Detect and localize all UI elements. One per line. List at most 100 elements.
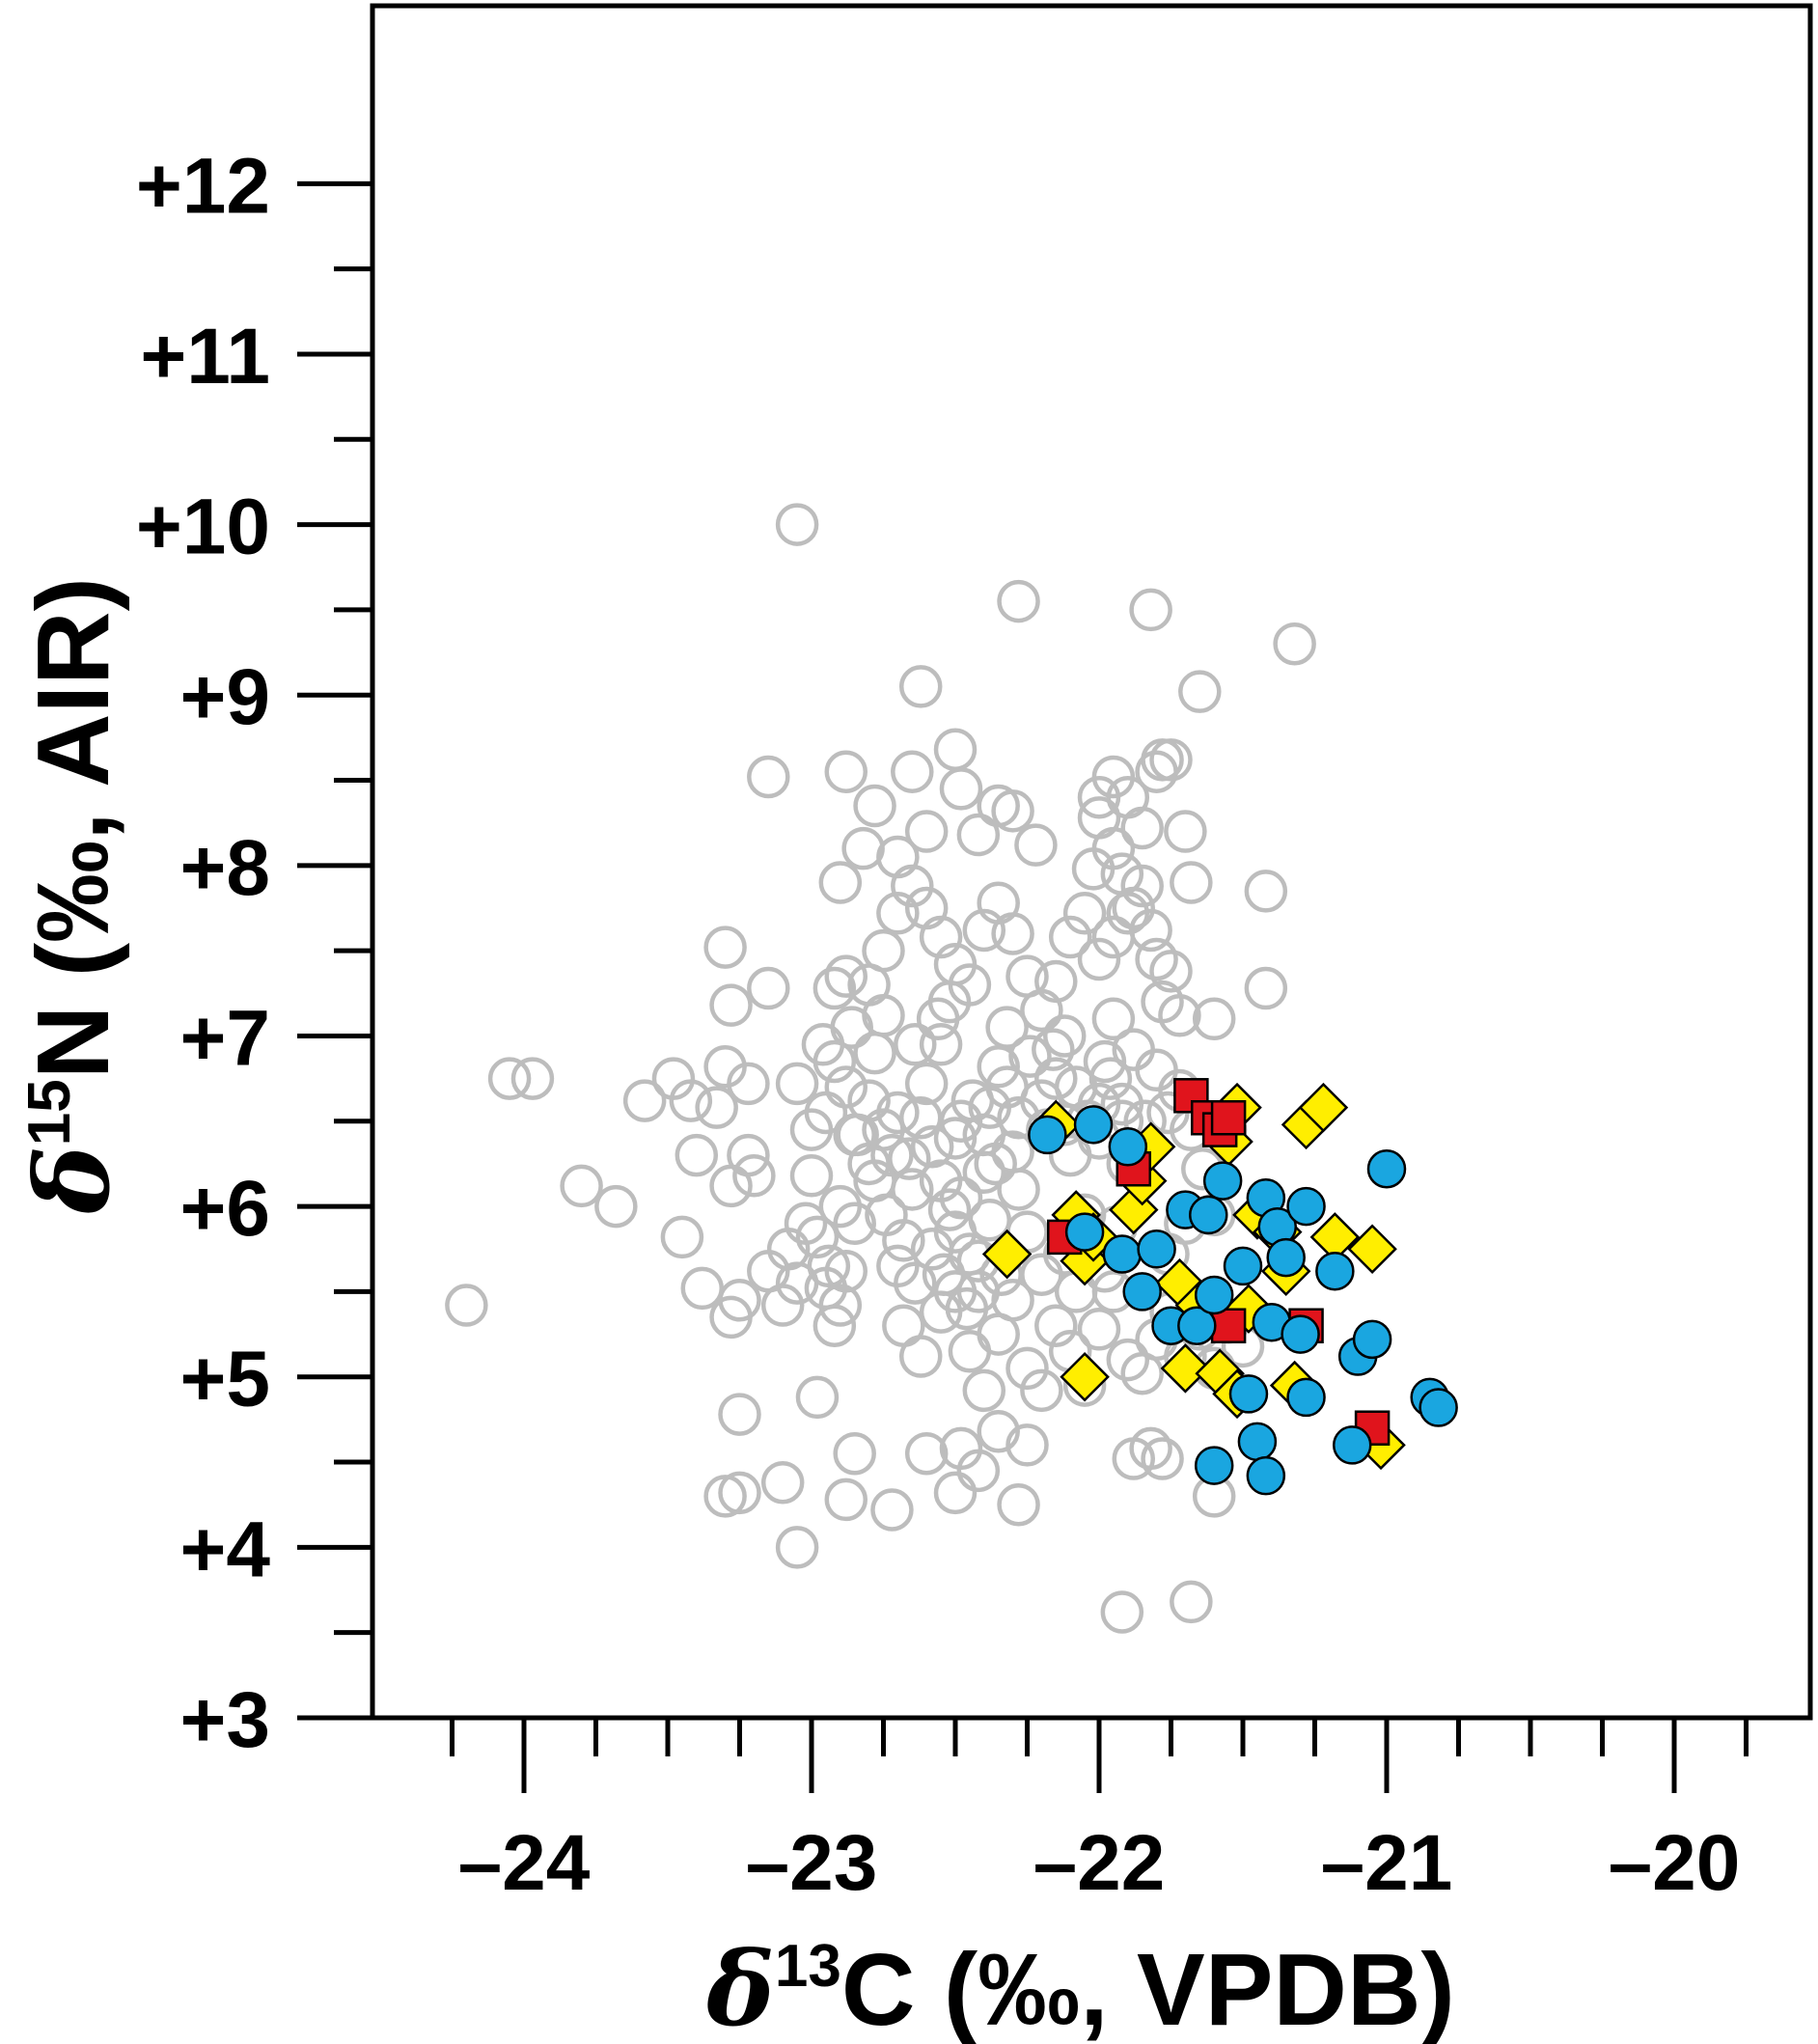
- grey-open-circle-point: [795, 1215, 840, 1259]
- grey-open-circle-point: [1106, 1338, 1150, 1382]
- grey-open-circle-point: [962, 1368, 1006, 1413]
- blue-filled-circle-point: [1237, 1422, 1278, 1462]
- grey-open-circle-point: [660, 1215, 704, 1259]
- blue-filled-circle-point: [1352, 1319, 1392, 1360]
- x-axis-title: δ13C (‰, VPDB): [705, 1928, 1455, 2044]
- grey-open-circle-point: [1091, 755, 1136, 799]
- grey-open-circle-point: [807, 1244, 851, 1288]
- grey-open-circle-point: [997, 1482, 1040, 1527]
- x-tick-label: –23: [746, 1819, 878, 1907]
- blue-filled-circle-point: [1028, 1115, 1067, 1155]
- grey-open-circle-point: [1020, 1368, 1063, 1413]
- x-tick-label: –20: [1609, 1819, 1741, 1907]
- blue-filled-circle-point: [1286, 1186, 1326, 1227]
- yellow-diamond-point: [1298, 1082, 1349, 1133]
- grey-open-circle-point: [997, 579, 1040, 623]
- y-tick-label: +12: [136, 142, 270, 230]
- grey-open-circle-point: [1091, 997, 1136, 1041]
- grey-open-circle-point: [680, 1266, 725, 1311]
- blue-filled-circle-point: [1419, 1388, 1458, 1427]
- y-tick-label: +10: [136, 483, 270, 571]
- grey-open-circle-point: [1071, 847, 1116, 891]
- grey-open-circle-point: [1192, 997, 1236, 1041]
- x-axis-title-sup: 13: [775, 1933, 841, 2000]
- grey-open-circle-point: [775, 1526, 819, 1569]
- grey-open-circle-point: [985, 1006, 1029, 1049]
- grey-open-circle-point: [1034, 959, 1078, 1004]
- grey-open-circle-point: [876, 1091, 920, 1135]
- grey-open-circle-point: [991, 1279, 1034, 1322]
- grey-open-circle-point: [824, 1249, 868, 1293]
- blue-filled-circle-point: [1366, 1148, 1407, 1189]
- grey-open-circle-point: [760, 1284, 805, 1327]
- blue-filled-circle-point: [1108, 1127, 1148, 1167]
- y-axis-title-sup: 15: [16, 1079, 83, 1146]
- grey-open-circle-point: [1077, 937, 1121, 981]
- grey-open-circle-point: [933, 1117, 978, 1160]
- grey-open-circle-point: [818, 1284, 863, 1327]
- blue-filled-circle-point: [1246, 1455, 1286, 1496]
- yellow-diamond-point: [1160, 1343, 1211, 1394]
- grey-open-circle-point: [1164, 810, 1207, 853]
- data-points: [445, 503, 1458, 1634]
- y-tick-label: +3: [180, 1676, 271, 1764]
- red-square-point: [1210, 1100, 1247, 1136]
- grey-open-circle-point: [933, 728, 978, 771]
- blue-filled-circle-point: [1228, 1374, 1269, 1414]
- y-axis-title-symbol: δ: [12, 1146, 132, 1215]
- blue-filled-circle-point: [1188, 1195, 1228, 1235]
- grey-open-circle-point: [1088, 1057, 1133, 1100]
- grey-open-circle-point: [727, 1062, 770, 1106]
- grey-open-circle-point: [560, 1164, 603, 1208]
- grey-open-circle-point: [784, 1202, 828, 1246]
- blue-filled-circle-point: [1332, 1425, 1372, 1465]
- grey-open-circle-point: [962, 908, 1006, 953]
- blue-filled-circle-point: [1194, 1275, 1234, 1315]
- grey-open-circle-point: [1170, 861, 1213, 904]
- grey-open-circle-point: [1008, 1035, 1052, 1078]
- x-tick-label: –24: [458, 1819, 591, 1907]
- grey-open-circle-point: [853, 784, 896, 828]
- grey-open-circle-point: [1158, 994, 1201, 1037]
- grey-open-circle-point: [1178, 670, 1222, 713]
- grey-open-circle-point: [939, 767, 983, 811]
- grey-open-circle-point: [669, 1079, 713, 1122]
- grey-open-circle-point: [760, 1460, 805, 1505]
- grey-open-circle-point: [904, 810, 949, 853]
- grey-open-circle-point: [916, 997, 960, 1041]
- grey-open-circle-point: [948, 963, 992, 1007]
- grey-open-circle-point: [1083, 1039, 1127, 1084]
- grey-open-circle-point: [775, 503, 819, 546]
- grey-open-circle-point: [703, 925, 747, 969]
- grey-open-circle-point: [956, 813, 1001, 857]
- grey-open-circle-point: [1120, 806, 1164, 850]
- grey-open-circle-point: [898, 665, 943, 708]
- grey-open-circle-point: [870, 1488, 914, 1532]
- grey-open-circle-point: [862, 928, 905, 973]
- grey-open-circle-point: [948, 1329, 992, 1373]
- grey-open-circle-point: [876, 892, 920, 935]
- y-tick-label: +8: [180, 824, 271, 912]
- blue-filled-circle-point: [1202, 1161, 1243, 1201]
- grey-open-circle-point: [824, 954, 868, 998]
- grey-open-circle-point: [997, 1168, 1040, 1211]
- grey-open-circle-point: [836, 1113, 879, 1157]
- grey-open-circle-point: [695, 1086, 738, 1129]
- x-tick-label: –22: [1033, 1819, 1166, 1907]
- grey-open-circle-point: [977, 1045, 1020, 1089]
- grey-open-circle-point: [841, 826, 885, 870]
- grey-open-circle-point: [910, 1125, 954, 1169]
- grey-open-circle-point: [824, 1065, 868, 1109]
- grey-open-circle-point: [830, 1006, 873, 1049]
- grey-open-circle-point: [1135, 1048, 1178, 1092]
- grey-open-circle-point: [1005, 1346, 1049, 1391]
- blue-filled-circle-point: [1064, 1212, 1105, 1252]
- grey-open-circle-point: [833, 1202, 876, 1246]
- blue-filled-circle-point: [1137, 1229, 1176, 1269]
- grey-open-circle-point: [813, 1304, 857, 1347]
- grey-open-circle-point: [824, 750, 868, 793]
- grey-open-circle-point: [747, 966, 790, 1010]
- grey-open-circle-point: [894, 1261, 937, 1305]
- blue-filled-circle-point: [1194, 1446, 1234, 1485]
